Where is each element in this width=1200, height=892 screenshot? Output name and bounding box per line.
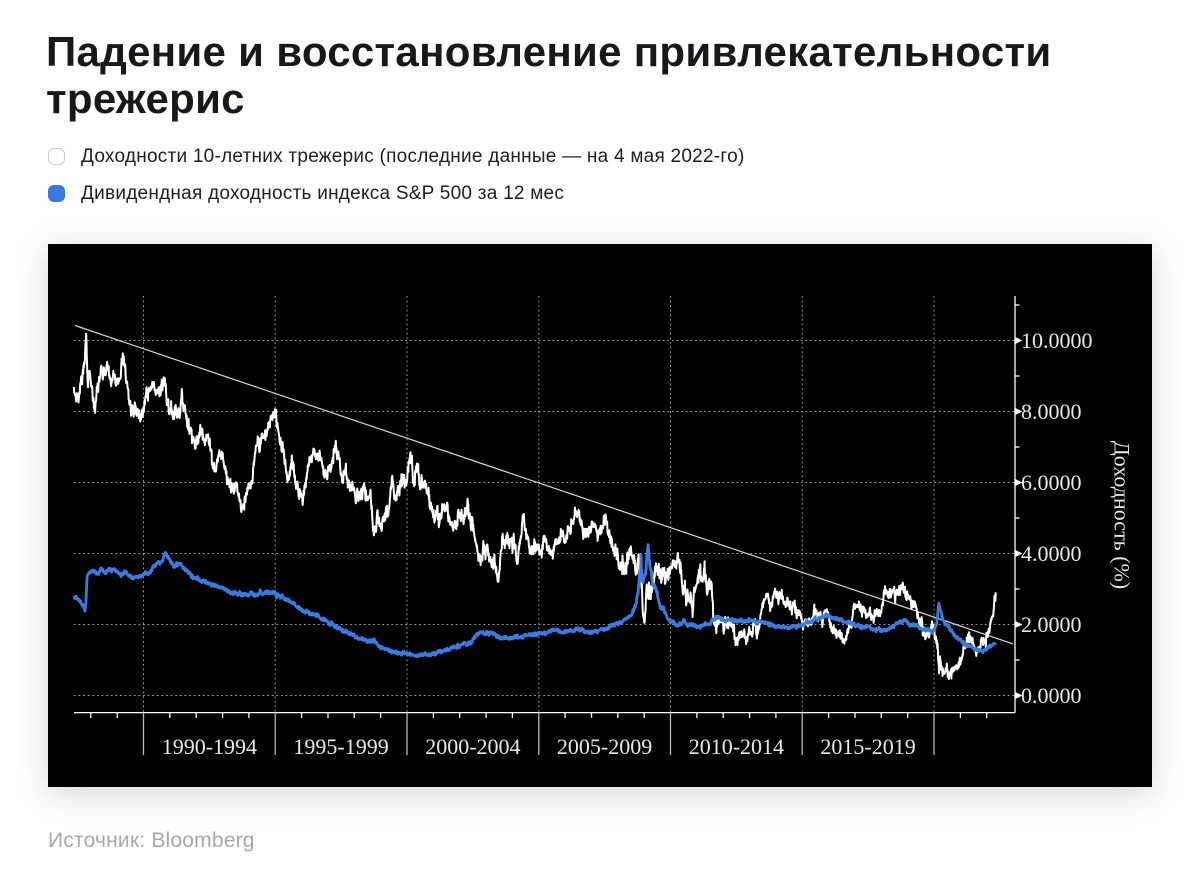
svg-text:2010-2014: 2010-2014 <box>689 734 784 759</box>
svg-text:10.0000: 10.0000 <box>1021 328 1093 353</box>
svg-text:2000-2004: 2000-2004 <box>425 734 520 759</box>
svg-text:2.0000: 2.0000 <box>1021 612 1082 637</box>
svg-text:Доходность (%): Доходность (%) <box>1110 441 1135 589</box>
svg-text:2015-2019: 2015-2019 <box>820 734 915 759</box>
svg-text:2005-2009: 2005-2009 <box>557 734 652 759</box>
svg-text:1990-1994: 1990-1994 <box>162 734 257 759</box>
svg-text:8.0000: 8.0000 <box>1021 399 1082 424</box>
svg-text:4.0000: 4.0000 <box>1021 541 1082 566</box>
svg-text:1995-1999: 1995-1999 <box>293 734 388 759</box>
svg-text:6.0000: 6.0000 <box>1021 470 1082 495</box>
svg-text:0.0000: 0.0000 <box>1021 683 1082 708</box>
